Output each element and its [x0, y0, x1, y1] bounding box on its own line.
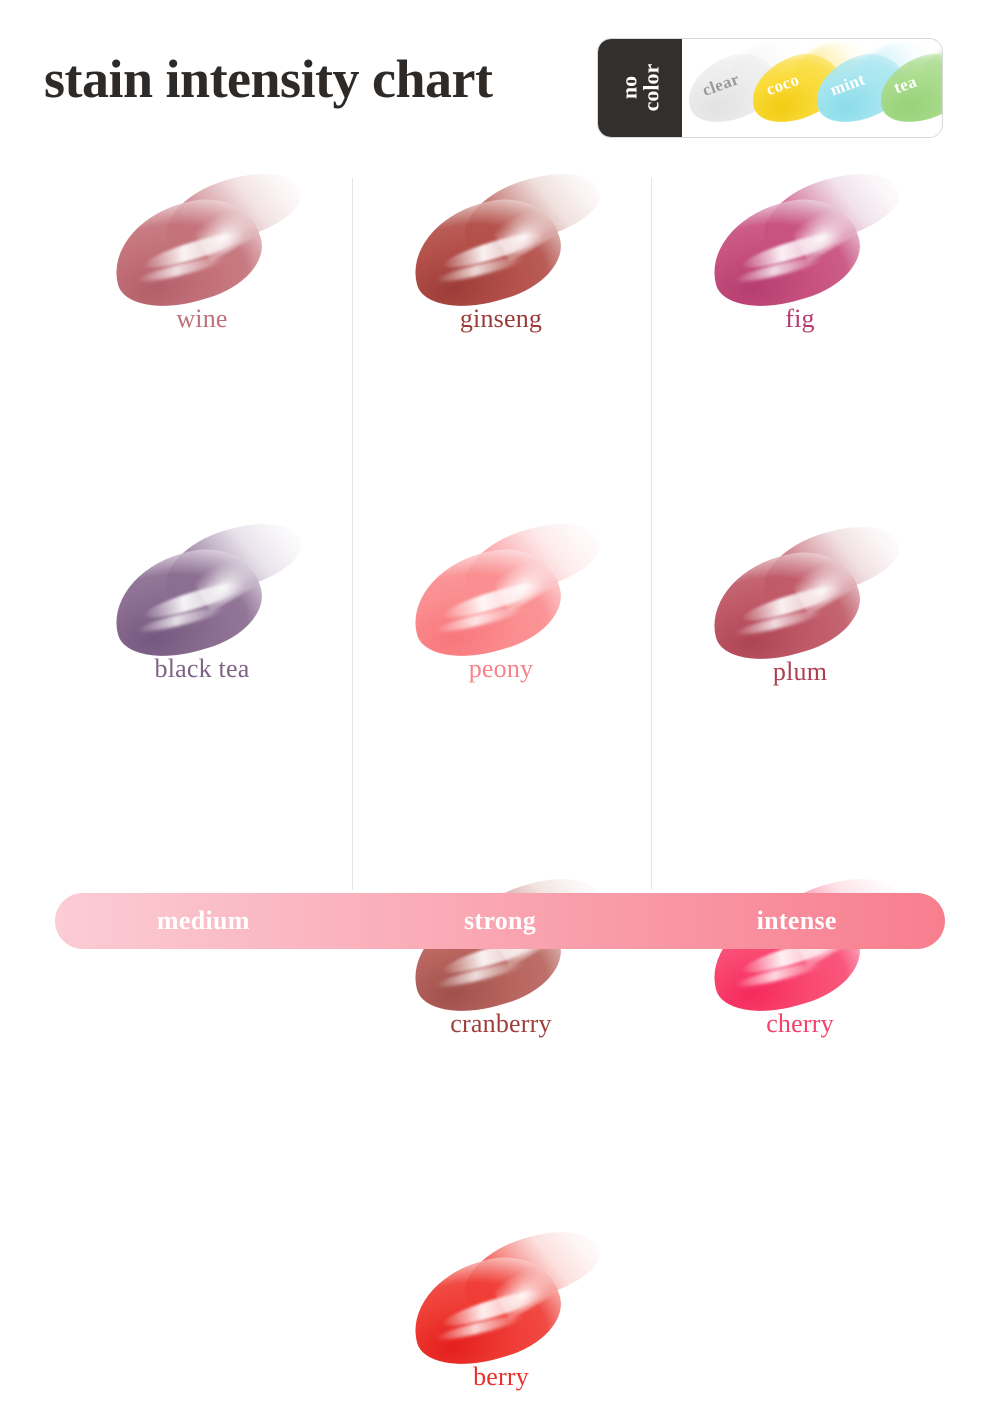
- column-medium: wine black tea: [52, 157, 352, 683]
- swatch-label: plum: [772, 657, 828, 686]
- swatch-label: wine: [176, 304, 228, 333]
- stain-swatch: [400, 507, 607, 671]
- swatch-label: berry: [473, 1362, 529, 1391]
- legend-swatch-list: clear coco mint tea: [678, 39, 942, 137]
- swatch-label: peony: [468, 654, 534, 683]
- swatch-label: cranberry: [450, 1009, 552, 1038]
- swatch-item[interactable]: plum: [650, 510, 950, 700]
- intensity-label-intense: intense: [756, 906, 837, 935]
- no-color-badge-line2: color: [638, 64, 663, 112]
- swatch-label: ginseng: [459, 304, 543, 333]
- stain-swatch: [400, 157, 607, 321]
- swatch-item[interactable]: peony: [351, 507, 651, 697]
- swatch-item[interactable]: ginseng: [351, 157, 651, 347]
- column-divider: [352, 178, 353, 890]
- swatch-label: black tea: [154, 654, 250, 683]
- intensity-label-medium: medium: [156, 906, 250, 935]
- column-intense: fig plum cherry: [650, 157, 950, 1038]
- stain-swatch: [101, 157, 308, 321]
- legend-swatch-tea[interactable]: tea: [870, 39, 942, 135]
- page-title: stain intensity chart: [44, 49, 493, 109]
- column-strong: ginseng peony cranberry: [351, 157, 651, 1391]
- swatch-label: fig: [785, 304, 815, 333]
- swatch-label: cherry: [766, 1009, 834, 1038]
- swatch-item[interactable]: wine: [52, 157, 352, 347]
- no-color-legend: no color clear coco mint tea: [597, 38, 943, 138]
- swatch-item[interactable]: fig: [650, 157, 950, 347]
- intensity-scale-bar: medium strong intense: [55, 893, 945, 949]
- intensity-label-strong: strong: [463, 906, 537, 935]
- swatch-item[interactable]: black tea: [52, 507, 352, 697]
- column-divider: [651, 178, 652, 890]
- swatch-item[interactable]: berry: [351, 1215, 651, 1405]
- stain-swatch: [400, 1215, 607, 1379]
- stain-swatch: [101, 507, 308, 671]
- stain-swatch: [699, 157, 906, 321]
- no-color-badge: no color: [598, 39, 682, 137]
- no-color-badge-text: no color: [616, 64, 663, 112]
- stain-swatch: [699, 510, 906, 674]
